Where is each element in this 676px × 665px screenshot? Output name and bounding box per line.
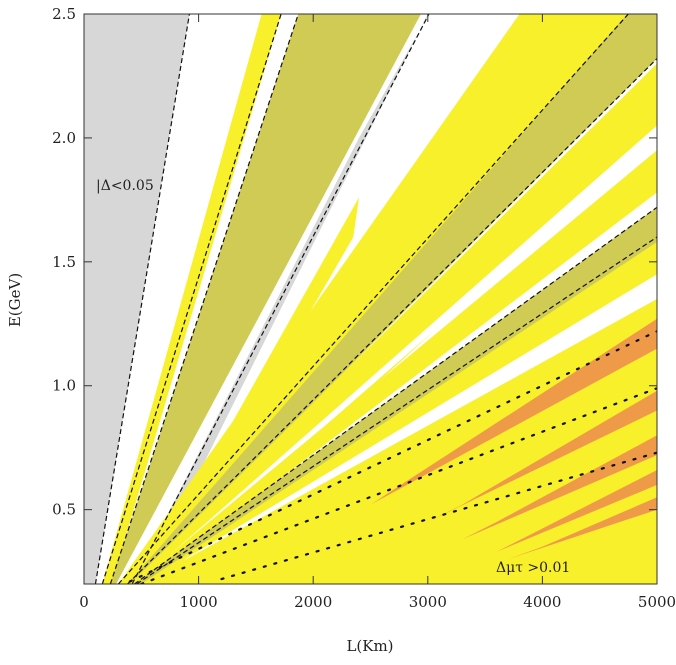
- dashed-contour-1: [101, 14, 282, 584]
- region-yellow-14: [148, 318, 657, 584]
- plot-frame: [83, 13, 658, 585]
- region-gray-0: [84, 14, 190, 584]
- contour-lines: [94, 14, 657, 584]
- dashed-contour-0: [94, 14, 191, 584]
- dashed-contour-7: [136, 236, 657, 584]
- region-yellow-10: [134, 150, 657, 584]
- dotted-contour-1: [140, 387, 657, 584]
- x-tick-label: 3000: [409, 593, 447, 611]
- region-orange-15: [370, 318, 657, 505]
- annotation-delta-mutau-label: Δμτ >0.01: [496, 560, 570, 576]
- x-tick-label: 4000: [523, 593, 561, 611]
- region-yellow-7: [118, 14, 629, 584]
- y-tick-label: 1.5: [52, 253, 76, 271]
- y-tick-label: 2.5: [52, 5, 76, 23]
- y-axis-title: E(GeV): [6, 273, 24, 327]
- region-olive-8: [127, 14, 657, 584]
- y-axis-ticks: 0.5 1.0 1.5 2.0 2.5: [52, 5, 657, 519]
- region-yellow-9: [129, 63, 657, 584]
- x-tick-label: 2000: [294, 593, 332, 611]
- y-tick-label: 0.5: [52, 501, 76, 519]
- dotted-contour-0: [128, 330, 657, 583]
- x-axis-title: L(Km): [346, 637, 393, 655]
- dashed-contour-5: [127, 58, 657, 584]
- contour-regions: [84, 14, 657, 584]
- region-yellow-13: [141, 299, 657, 584]
- region-olive-2: [110, 14, 421, 584]
- y-tick-label: 1.0: [52, 377, 76, 395]
- dashed-contour-2: [109, 14, 299, 584]
- x-tick-label: 0: [79, 593, 89, 611]
- x-tick-label: 1000: [180, 593, 218, 611]
- y-tick-label: 2.0: [52, 129, 76, 147]
- x-axis-ticks: 0 1000 2000 3000 4000 5000: [79, 14, 676, 611]
- annotation-delta-label: |Δ<0.05: [96, 178, 154, 194]
- dashed-contour-3: [131, 14, 430, 584]
- dashed-contour-6: [134, 206, 657, 584]
- x-tick-label: 5000: [638, 593, 676, 611]
